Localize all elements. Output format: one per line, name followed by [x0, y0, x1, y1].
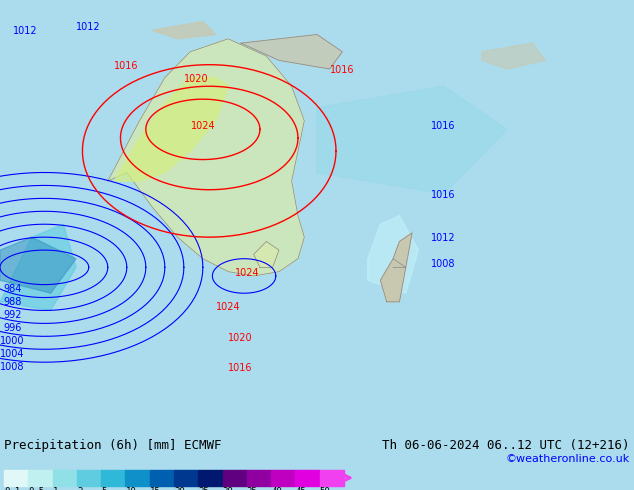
Bar: [223, 470, 247, 486]
Text: 1012: 1012: [13, 26, 37, 36]
Text: 1020: 1020: [228, 333, 253, 343]
Polygon shape: [241, 34, 342, 69]
Text: 35: 35: [247, 487, 257, 490]
Text: 1012: 1012: [76, 22, 101, 32]
Polygon shape: [114, 77, 228, 181]
Text: 10: 10: [126, 487, 136, 490]
Bar: [247, 470, 271, 486]
Text: 984: 984: [4, 284, 22, 294]
Text: 1016: 1016: [431, 122, 456, 131]
Text: 30: 30: [223, 487, 233, 490]
Bar: [53, 470, 77, 486]
Text: 1008: 1008: [1, 362, 25, 371]
Text: 1: 1: [53, 487, 58, 490]
Text: 20: 20: [174, 487, 184, 490]
Text: Precipitation (6h) [mm] ECMWF: Precipitation (6h) [mm] ECMWF: [4, 440, 221, 452]
Bar: [320, 470, 344, 486]
Text: 1024: 1024: [235, 268, 259, 278]
Text: 2: 2: [77, 487, 82, 490]
Text: Th 06-06-2024 06..12 UTC (12+216): Th 06-06-2024 06..12 UTC (12+216): [382, 440, 630, 452]
Polygon shape: [393, 233, 412, 268]
Text: 25: 25: [198, 487, 209, 490]
Text: 5: 5: [101, 487, 107, 490]
Bar: [295, 470, 320, 486]
Polygon shape: [108, 39, 304, 276]
Bar: [271, 470, 295, 486]
Text: 996: 996: [4, 323, 22, 333]
Bar: [77, 470, 101, 486]
Text: 988: 988: [4, 297, 22, 307]
Polygon shape: [0, 237, 76, 293]
Text: 1016: 1016: [431, 190, 456, 200]
Text: 1008: 1008: [431, 259, 456, 270]
Bar: [198, 470, 223, 486]
Bar: [150, 470, 174, 486]
Text: 15: 15: [150, 487, 160, 490]
Text: 1024: 1024: [191, 122, 215, 131]
Bar: [174, 470, 198, 486]
Text: 40: 40: [271, 487, 282, 490]
Polygon shape: [368, 216, 418, 293]
Polygon shape: [152, 22, 216, 39]
Text: 1016: 1016: [330, 65, 354, 75]
Text: 1016: 1016: [228, 363, 253, 373]
Bar: [101, 470, 126, 486]
Text: 1024: 1024: [216, 302, 240, 313]
Text: 1020: 1020: [184, 74, 209, 84]
Polygon shape: [380, 259, 406, 302]
Text: 45: 45: [295, 487, 306, 490]
Bar: [4, 470, 29, 486]
Text: 0.1: 0.1: [4, 487, 20, 490]
Text: ©weatheronline.co.uk: ©weatheronline.co.uk: [506, 454, 630, 464]
Text: 0.5: 0.5: [29, 487, 44, 490]
Polygon shape: [254, 242, 279, 268]
Text: 1000: 1000: [1, 336, 25, 345]
Polygon shape: [0, 0, 634, 431]
Polygon shape: [482, 43, 545, 69]
Text: 1016: 1016: [114, 61, 139, 71]
Polygon shape: [317, 86, 507, 194]
Text: 992: 992: [3, 310, 22, 320]
Text: 1004: 1004: [1, 348, 25, 359]
Bar: [126, 470, 150, 486]
Bar: [29, 470, 53, 486]
Text: 1012: 1012: [431, 233, 456, 244]
Polygon shape: [0, 224, 76, 311]
Text: 50: 50: [320, 487, 330, 490]
